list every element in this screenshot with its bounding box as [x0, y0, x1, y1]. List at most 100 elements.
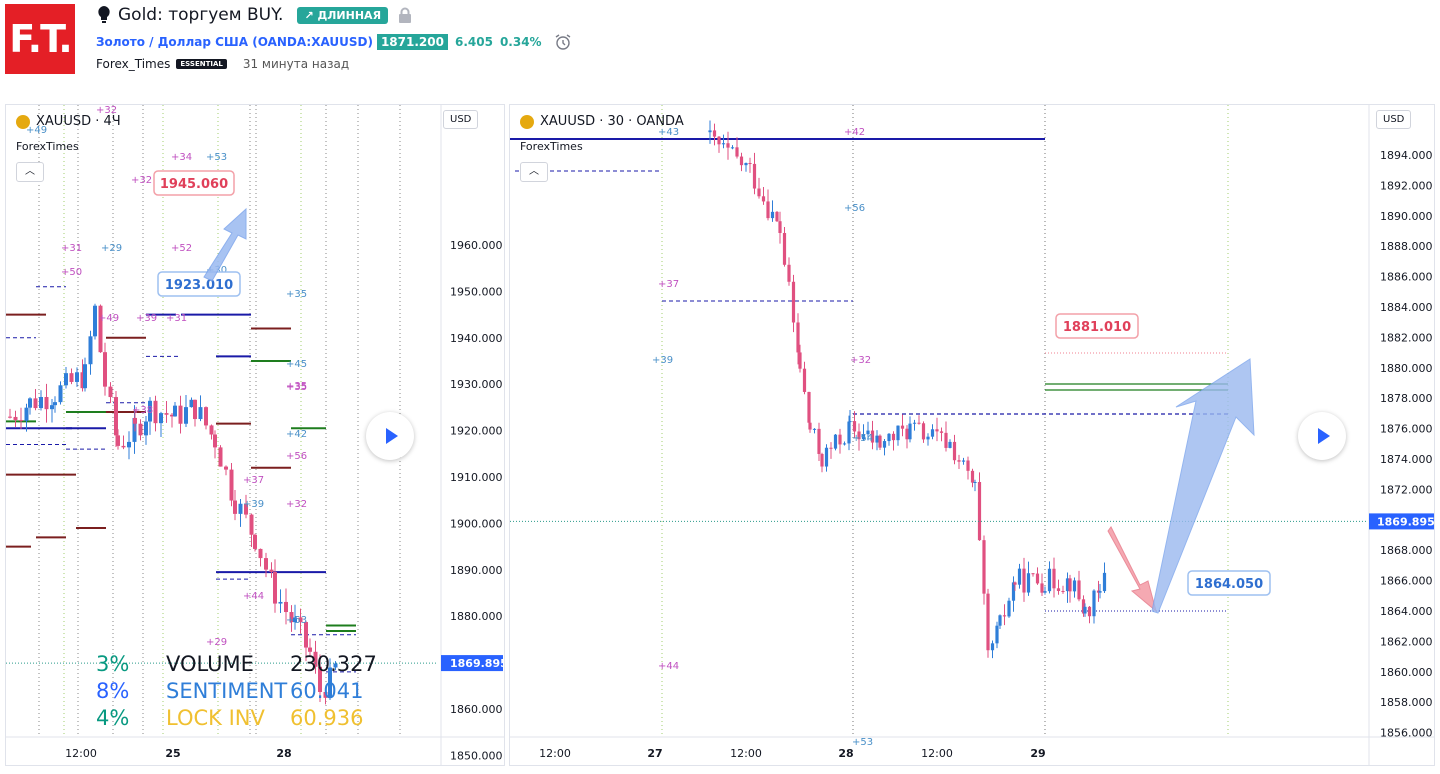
- candle-body: [990, 643, 995, 651]
- lightbulb-icon: [98, 6, 110, 23]
- level-annotation: +45: [286, 359, 307, 370]
- time-tick-label: 27: [647, 747, 662, 760]
- price-tick-label: 1860.000: [450, 703, 503, 716]
- chart-panel-4h[interactable]: 1960.000 1950.000 1940.000 1930.000 1920.000…: [5, 104, 505, 766]
- candle-body: [1035, 573, 1040, 584]
- indicator-label: ForexTimes: [520, 140, 583, 153]
- currency-selector[interactable]: USD: [443, 110, 479, 129]
- candle-body: [53, 402, 57, 406]
- currency-selector[interactable]: USD: [1376, 110, 1412, 129]
- idea-title: Gold: торгуем BUY. ↗ ДЛИННАЯ: [96, 4, 412, 26]
- candle-body: [875, 435, 879, 443]
- candle-body: [708, 130, 712, 133]
- price-tick-label: 1872.000: [1380, 483, 1433, 496]
- candle-body: [838, 434, 842, 445]
- candle-body: [93, 305, 97, 337]
- candle-body: [153, 400, 158, 424]
- stat-value: 60.041: [290, 679, 364, 703]
- candle-body: [1068, 578, 1072, 592]
- author-link[interactable]: Forex_Times: [96, 57, 171, 71]
- symbol-name-link[interactable]: Золото / Доллар США: [96, 35, 249, 49]
- candle-body: [882, 441, 887, 448]
- candle-body: [69, 373, 74, 382]
- candle-body: [1102, 572, 1107, 592]
- candle-body: [164, 413, 169, 415]
- time-tick-label: 29: [1030, 747, 1045, 760]
- candle-body: [238, 503, 243, 514]
- candle-body: [173, 405, 177, 417]
- level-annotation: +39: [652, 355, 673, 366]
- publisher-logo[interactable]: F.T.: [5, 4, 75, 74]
- candle-body: [1052, 568, 1056, 589]
- level-annotation: +35: [286, 381, 307, 392]
- chart-canvas-4h[interactable]: 1960.000 1950.000 1940.000 1930.000 1920.000…: [6, 105, 505, 766]
- price-tick-label: 1892.000: [1380, 179, 1433, 192]
- candle-body: [1065, 578, 1070, 592]
- level-annotation: +50: [61, 267, 82, 278]
- candle-body: [866, 430, 870, 435]
- chart-canvas-30m[interactable]: 1894.000 1892.000 1890.000 1888.000 1886.000…: [510, 105, 1435, 766]
- stat-pct: 3%: [96, 652, 130, 676]
- level-annotation: +39: [136, 313, 157, 324]
- chevron-up-icon: ︿: [529, 166, 539, 177]
- collapse-button[interactable]: ︿: [520, 162, 548, 182]
- candle-body: [39, 396, 43, 409]
- candle-body: [847, 421, 851, 444]
- candle-body: [917, 422, 921, 424]
- chart-title-30m: XAUUSD · 30 · OANDA: [520, 114, 684, 129]
- price-tick-label: 1866.000: [1380, 575, 1433, 588]
- candle-body: [766, 201, 770, 219]
- publish-time: 31 минута назад: [242, 57, 350, 71]
- collapse-button[interactable]: ︿: [16, 162, 44, 182]
- level-annotation: +53: [206, 152, 227, 163]
- candle-body: [926, 436, 930, 440]
- candle-body: [289, 612, 294, 623]
- level-annotation: +56: [844, 203, 865, 214]
- price-tick-label: 1900.000: [450, 517, 503, 530]
- candle-body: [770, 211, 775, 219]
- candle-body: [796, 322, 800, 353]
- candle-body: [229, 469, 234, 501]
- price-tick-label: 1894.000: [1380, 149, 1433, 162]
- candle-body: [961, 460, 966, 462]
- candle-body: [808, 422, 812, 430]
- candle-body: [323, 691, 328, 698]
- chart-panel-30m[interactable]: 1894.000 1892.000 1890.000 1888.000 1886.000…: [509, 104, 1435, 766]
- stat-row-sentiment: 8% SENTIMENT 60.041: [96, 678, 377, 705]
- indicator-label: ForexTimes: [16, 140, 79, 153]
- candle-body: [1031, 573, 1035, 575]
- candle-body: [748, 163, 752, 165]
- stat-value: 60.936: [290, 706, 364, 730]
- candle-body: [278, 601, 283, 604]
- candle-body: [970, 470, 975, 483]
- level-annotation: +54: [852, 433, 873, 444]
- candle-body: [1056, 588, 1061, 592]
- time-tick-label: 28: [276, 747, 291, 760]
- candle-body: [249, 514, 254, 535]
- callout-price-top: 1945.060: [160, 177, 228, 192]
- symbol-code-link[interactable]: (OANDA:XAUUSD): [252, 35, 373, 49]
- candle-body: [1098, 591, 1102, 593]
- alarm-icon[interactable]: [554, 33, 572, 51]
- lock-icon: [399, 7, 412, 23]
- essential-badge: ESSENTIAL: [176, 59, 227, 69]
- play-button[interactable]: [366, 412, 414, 460]
- candle-body: [258, 548, 263, 559]
- candle-body: [58, 385, 63, 403]
- level-annotation: +37: [243, 475, 264, 486]
- play-button[interactable]: [1298, 412, 1346, 460]
- candle-body: [807, 391, 811, 423]
- candle-body: [193, 399, 197, 420]
- candle-body: [1017, 568, 1022, 585]
- last-price-badge: [441, 655, 503, 672]
- candle-body: [986, 593, 990, 651]
- candle-body: [75, 372, 79, 382]
- price-tick-label: 1860.000: [1380, 666, 1433, 679]
- candle-body: [900, 425, 905, 429]
- price-tick-label: 1910.000: [450, 471, 503, 484]
- price-tick-label: 1878.000: [1380, 392, 1433, 405]
- candle-body: [905, 428, 909, 440]
- candle-body: [744, 163, 748, 166]
- price-change-pct: 0.34%: [499, 35, 542, 49]
- candle-body: [318, 666, 322, 692]
